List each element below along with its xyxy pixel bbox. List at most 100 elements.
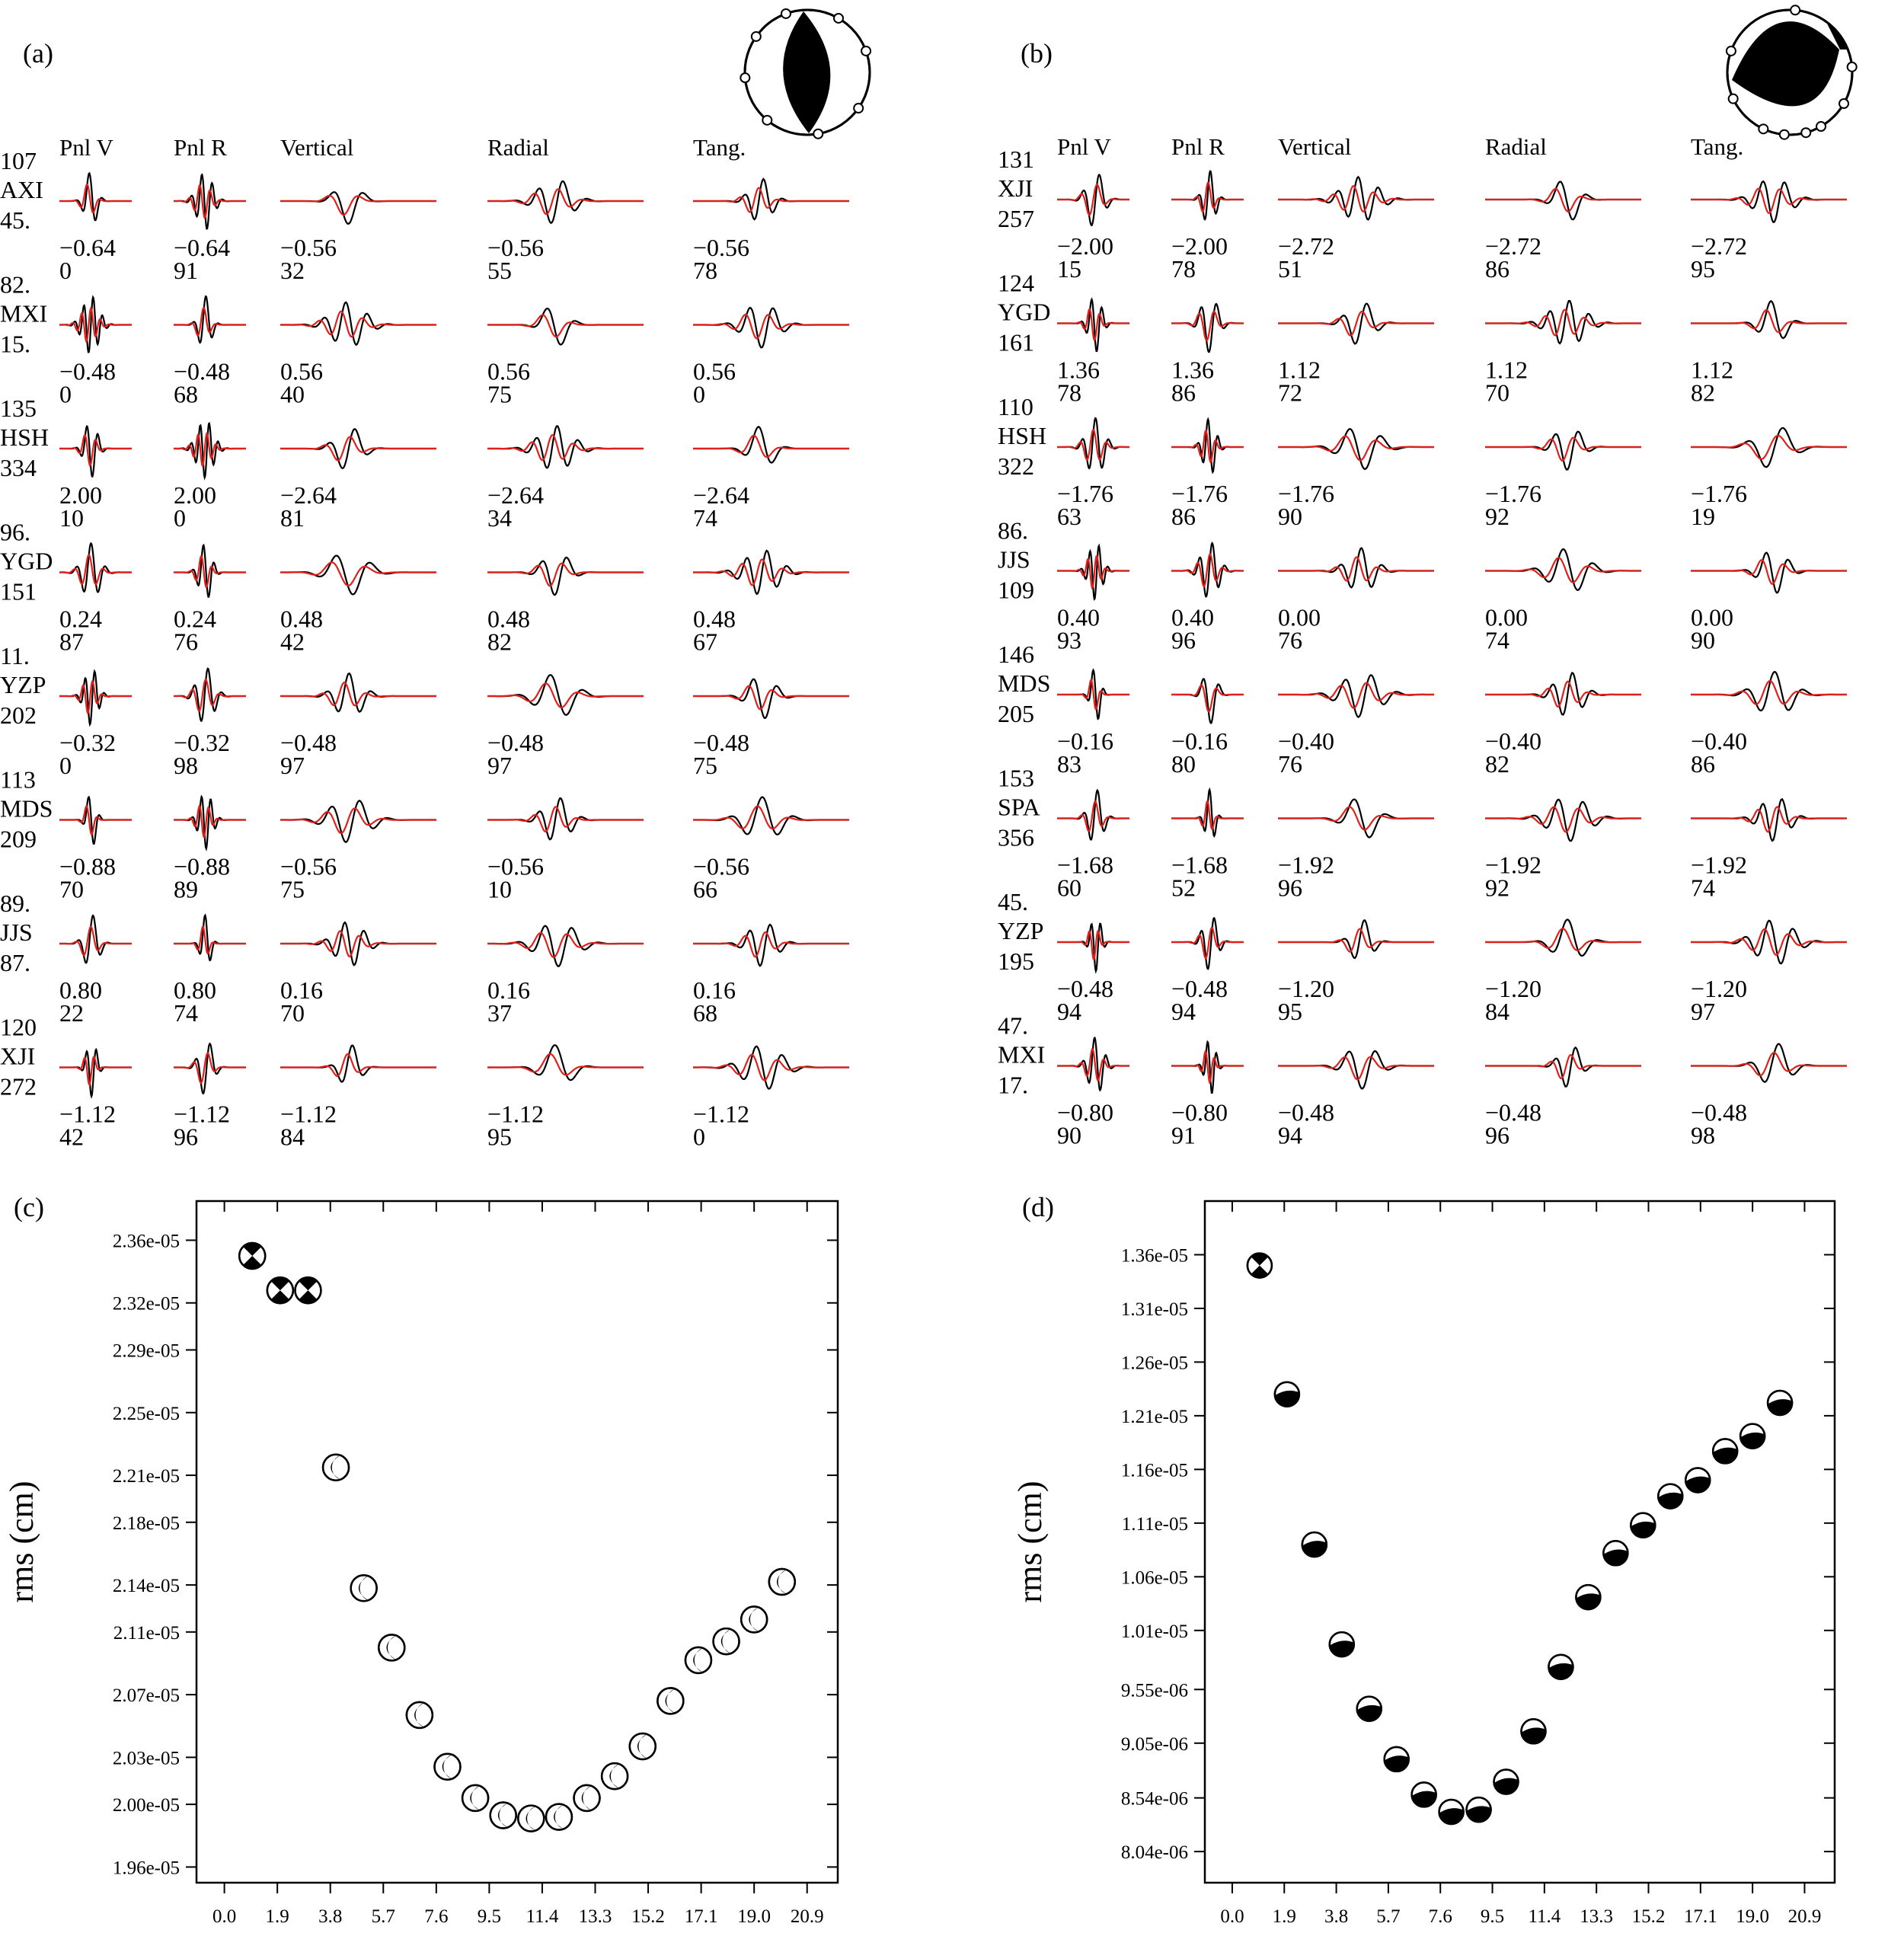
time-shift-value: 1.12 [1691, 356, 1733, 384]
time-shift-value: −2.72 [1485, 232, 1541, 260]
data-point-beachball [1630, 1512, 1656, 1538]
station-distance: 124 [998, 270, 1034, 297]
y-axis-label: rms (cm) [1011, 1481, 1049, 1602]
data-point-beachball [1602, 1540, 1629, 1567]
correlation-value: 96 [174, 1123, 198, 1151]
time-shift-value: −1.20 [1691, 975, 1747, 1002]
correlation-value: 95 [487, 1123, 512, 1151]
observed-waveform [693, 426, 849, 464]
station-name: YZP [0, 671, 46, 698]
synthetic-waveform [1171, 181, 1244, 212]
time-shift-value: −1.76 [1171, 480, 1228, 507]
time-shift-value: −2.00 [1057, 232, 1113, 260]
correlation-value: 98 [174, 752, 198, 779]
data-point-beachball [1301, 1531, 1328, 1558]
observed-waveform [1171, 787, 1244, 839]
station-azimuth: 87. [0, 949, 30, 976]
time-shift-value: −0.32 [174, 729, 230, 756]
data-point-beachball [1548, 1653, 1574, 1680]
station-distance: 45. [998, 888, 1028, 915]
data-point-beachball [1273, 1381, 1301, 1407]
synthetic-waveform [174, 555, 246, 589]
correlation-value: 70 [59, 876, 84, 903]
time-shift-value: −0.16 [1057, 727, 1113, 755]
correlation-value: 91 [1171, 1122, 1196, 1149]
y-tick-label: 8.54e-06 [1121, 1789, 1188, 1810]
correlation-value: 76 [1278, 750, 1302, 778]
synthetic-waveform [1171, 429, 1244, 464]
correlation-value: 63 [1057, 503, 1081, 530]
data-point-beachball [1438, 1798, 1465, 1826]
observed-waveform [1278, 674, 1434, 718]
time-shift-value: −0.48 [1057, 975, 1113, 1002]
observed-waveform [1691, 551, 1847, 594]
correlation-value: 84 [280, 1123, 305, 1151]
correlation-value: 37 [487, 999, 512, 1027]
y-axis-label: rms (cm) [3, 1481, 40, 1602]
time-shift-value: −0.48 [487, 729, 544, 756]
observed-waveform [1691, 299, 1847, 340]
synthetic-waveform [1057, 428, 1129, 462]
synthetic-waveform [1057, 308, 1129, 342]
correlation-value: 10 [487, 876, 512, 903]
time-shift-value: 1.36 [1057, 356, 1100, 384]
time-shift-value: 0.56 [487, 358, 530, 385]
x-tick-label: 0.0 [1220, 1906, 1244, 1927]
correlation-value: 95 [1691, 255, 1715, 283]
correlation-value: 94 [1278, 1122, 1302, 1149]
station-azimuth: 161 [998, 329, 1034, 356]
synthetic-waveform [174, 925, 246, 955]
station-name: MDS [998, 669, 1050, 697]
x-tick-label: 3.8 [1324, 1906, 1348, 1927]
station-azimuth: 272 [0, 1073, 37, 1101]
data-point-beachball [628, 1732, 656, 1761]
correlation-value: 74 [1691, 874, 1715, 902]
y-tick-label: 2.03e-05 [113, 1748, 180, 1768]
synthetic-waveform [1691, 928, 1847, 957]
time-shift-value: −0.48 [1485, 1099, 1541, 1126]
x-tick-label: 5.7 [1376, 1906, 1400, 1927]
data-point-beachball [1657, 1483, 1684, 1510]
synthetic-waveform [1485, 557, 1641, 583]
synthetic-waveform [1278, 682, 1434, 709]
synthetic-waveform [1485, 1053, 1641, 1080]
y-tick-label: 2.14e-05 [113, 1576, 180, 1596]
synthetic-waveform [487, 1053, 644, 1076]
observed-waveform [174, 794, 246, 851]
y-tick-label: 2.11e-05 [113, 1623, 180, 1644]
station-azimuth: 195 [998, 947, 1034, 975]
correlation-value: 15 [1057, 255, 1081, 283]
synthetic-waveform [1485, 436, 1641, 462]
observed-waveform [1278, 547, 1434, 589]
correlation-value: 76 [1278, 627, 1302, 654]
time-shift-value: 0.56 [280, 358, 323, 385]
data-point-beachball [1520, 1718, 1547, 1745]
synthetic-waveform [59, 805, 132, 835]
time-shift-value: 0.00 [1691, 604, 1733, 631]
observed-waveform [693, 306, 849, 349]
correlation-value: 22 [59, 999, 84, 1027]
time-shift-value: 2.00 [174, 481, 216, 509]
synthetic-waveform [59, 925, 132, 957]
data-point-beachball [1328, 1631, 1356, 1658]
synthetic-waveform [487, 931, 644, 958]
station-name: YGD [0, 548, 53, 575]
correlation-value: 0 [59, 381, 72, 408]
time-shift-value: −0.88 [59, 853, 116, 880]
data-point-beachball [573, 1784, 601, 1813]
correlation-value: 0 [693, 1123, 705, 1151]
synthetic-waveform [1057, 929, 1129, 962]
station-distance: 131 [998, 145, 1034, 173]
correlation-value: 94 [1057, 998, 1081, 1025]
y-tick-label: 1.96e-05 [113, 1858, 180, 1878]
correlation-value: 97 [1691, 998, 1715, 1025]
correlation-value: 82 [487, 628, 512, 656]
time-shift-value: 0.56 [693, 358, 736, 385]
time-shift-value: −0.56 [487, 853, 544, 880]
plot-frame [1203, 1200, 1836, 1884]
time-shift-value: 0.80 [174, 976, 216, 1004]
correlation-value: 78 [1171, 255, 1196, 283]
y-tick-label: 1.26e-05 [1121, 1353, 1188, 1373]
synthetic-waveform [693, 805, 849, 830]
observed-waveform [280, 800, 436, 843]
